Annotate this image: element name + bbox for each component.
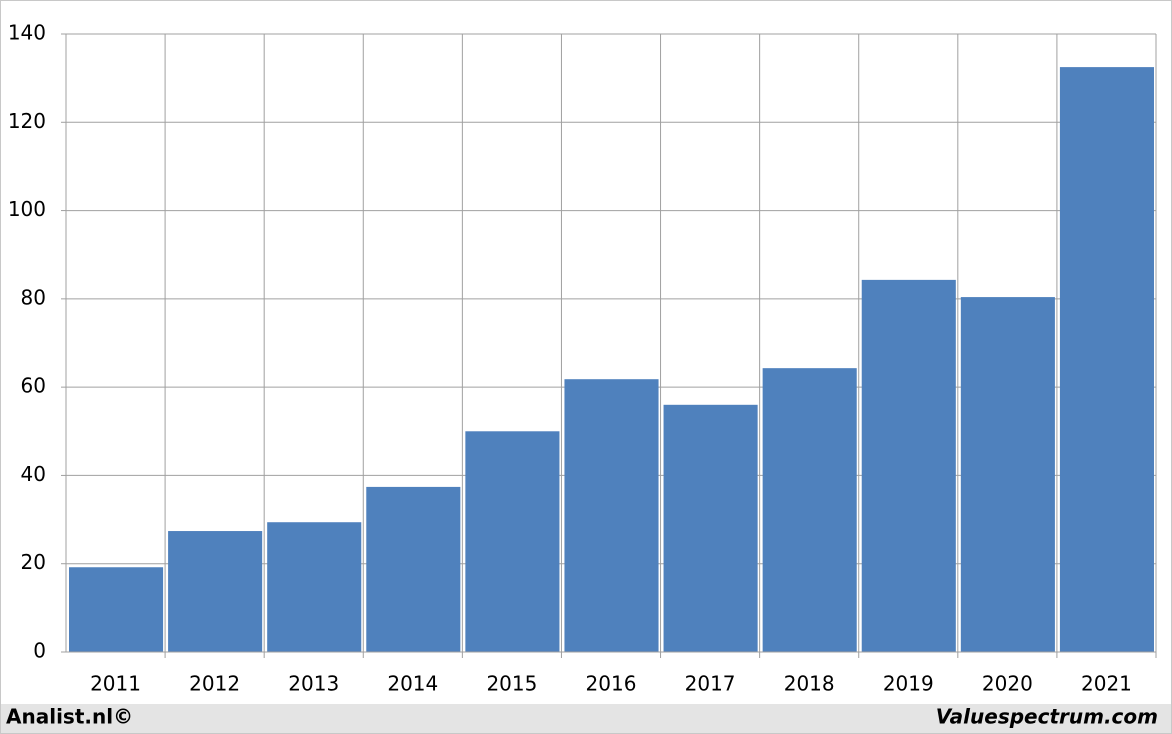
y-tick-label: 40 <box>21 462 46 486</box>
x-tick-label: 2017 <box>685 672 736 696</box>
bar <box>69 567 164 652</box>
bar <box>564 379 659 652</box>
x-tick-label: 2012 <box>189 672 240 696</box>
x-tick-label: 2018 <box>784 672 835 696</box>
y-tick-label: 140 <box>8 21 46 45</box>
bar <box>267 522 362 652</box>
x-tick-label: 2020 <box>982 672 1033 696</box>
y-tick-label: 20 <box>21 550 46 574</box>
footer-right: Valuespectrum.com <box>936 705 1158 729</box>
y-tick-label: 80 <box>21 285 46 309</box>
footer-left: Analist.nl© <box>6 705 133 729</box>
bar <box>762 368 857 652</box>
y-tick-label: 120 <box>8 109 46 133</box>
y-tick-label: 100 <box>8 197 46 221</box>
x-tick-label: 2014 <box>387 672 438 696</box>
x-tick-label: 2015 <box>486 672 537 696</box>
x-tick-label: 2019 <box>883 672 934 696</box>
bar <box>663 404 758 652</box>
x-tick-label: 2011 <box>90 672 141 696</box>
footer-bar <box>1 704 1171 733</box>
x-tick-label: 2016 <box>586 672 637 696</box>
bar <box>1059 67 1154 653</box>
x-tick-label: 2013 <box>288 672 339 696</box>
bar <box>861 279 956 652</box>
y-tick-label: 0 <box>33 639 46 663</box>
bar <box>366 486 461 652</box>
bar <box>168 531 263 652</box>
bar <box>465 431 560 652</box>
bar <box>960 297 1055 652</box>
y-tick-label: 60 <box>21 374 46 398</box>
x-tick-label: 2021 <box>1081 672 1132 696</box>
